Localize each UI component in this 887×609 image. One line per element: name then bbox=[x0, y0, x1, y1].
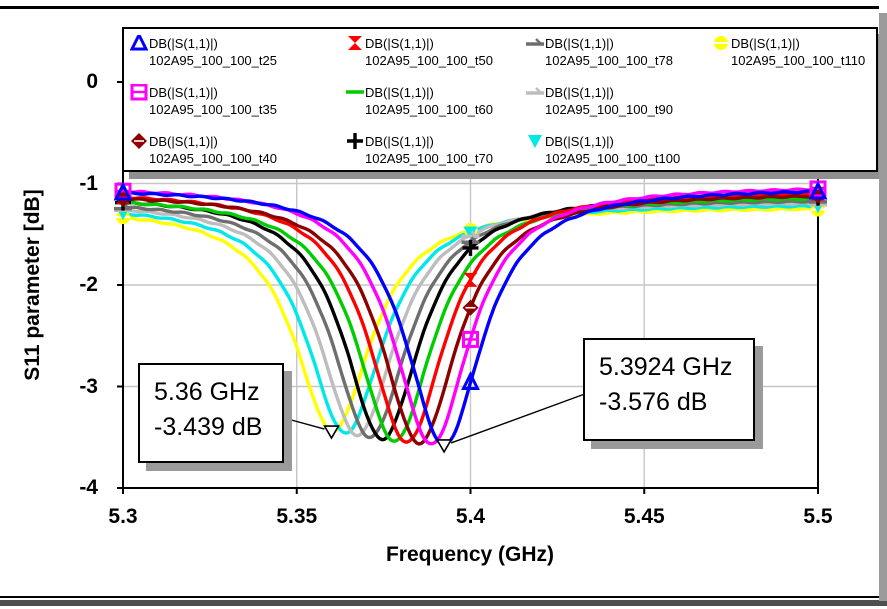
legend-item: DB(|S(1,1)|) 102A95_100_100_t110 bbox=[712, 35, 865, 69]
annotation-value: -3.576 dB bbox=[599, 387, 708, 416]
annotation-freq: 5.36 GHz bbox=[154, 378, 260, 406]
circle-dash-marker-icon bbox=[714, 36, 728, 50]
legend-label-dataset: 102A95_100_100_t60 bbox=[365, 102, 493, 118]
x-axis-title: Frequency (GHz) bbox=[385, 543, 555, 566]
y-tick-label: -1 bbox=[79, 171, 98, 195]
legend-label-dataset: 102A95_100_100_t50 bbox=[365, 53, 493, 69]
x-tick-label: 5.5 bbox=[803, 505, 833, 528]
legend-item: DB(|S(1,1)|) 102A95_100_100_t25 bbox=[130, 35, 277, 69]
legend-item: DB(|S(1,1)|) 102A95_100_100_t50 bbox=[346, 35, 493, 69]
annotation-value: -3.439 dB bbox=[154, 412, 263, 441]
legend-label-expression: DB(|S(1,1)|) bbox=[149, 85, 218, 100]
legend-label-expression: DB(|S(1,1)|) bbox=[149, 134, 218, 149]
legend-item: DB(|S(1,1)|) 102A95_100_100_t78 bbox=[526, 35, 673, 69]
x-tick-label: 5.3 bbox=[108, 505, 138, 528]
x-tick-label: 5.35 bbox=[276, 505, 318, 528]
legend-label-expression: DB(|S(1,1)|) bbox=[365, 85, 434, 100]
wing-marker-icon bbox=[526, 87, 544, 95]
y-tick-label: -3 bbox=[79, 374, 98, 398]
legend-box: DB(|S(1,1)|) 102A95_100_100_t25 DB(|S(1,1)… bbox=[122, 27, 878, 172]
legend-label-dataset: 102A95_100_100_t25 bbox=[149, 53, 277, 69]
legend-item: DB(|S(1,1)|) 102A95_100_100_t60 bbox=[346, 84, 493, 118]
x-tick-label: 5.4 bbox=[455, 505, 486, 528]
wing-marker-icon bbox=[526, 38, 544, 46]
legend-item: DB(|S(1,1)|) 102A95_100_100_t35 bbox=[130, 84, 277, 118]
legend-item: DB(|S(1,1)|) 102A95_100_100_t100 bbox=[526, 133, 680, 167]
bowtie-marker-icon bbox=[348, 36, 362, 50]
legend-label-expression: DB(|S(1,1)|) bbox=[731, 36, 800, 51]
legend-item: DB(|S(1,1)|) 102A95_100_100_t90 bbox=[526, 84, 673, 118]
frame-shadow bbox=[879, 13, 887, 601]
annotation-box-right: 5.3924 GHz -3.576 dB bbox=[583, 338, 755, 441]
legend-label-dataset: 102A95_100_100_t100 bbox=[545, 151, 681, 167]
legend-label-expression: DB(|S(1,1)|) bbox=[149, 36, 218, 51]
legend-item: DB(|S(1,1)|) 102A95_100_100_t70 bbox=[346, 133, 493, 167]
plus-marker-icon bbox=[347, 133, 363, 149]
annotation-box-left: 5.36 GHz -3.439 dB bbox=[138, 363, 284, 463]
y-tick-label: -4 bbox=[79, 476, 98, 499]
legend-item: DB(|S(1,1)|) 102A95_100_100_t40 bbox=[130, 133, 277, 167]
legend-label-dataset: 102A95_100_100_t90 bbox=[545, 102, 673, 118]
legend-label-expression: DB(|S(1,1)|) bbox=[365, 36, 434, 51]
diamond-marker-icon bbox=[131, 133, 147, 149]
square-dash-marker-icon bbox=[130, 84, 148, 101]
legend-label-dataset: 102A95_100_100_t35 bbox=[149, 102, 277, 118]
x-tick-label: 5.45 bbox=[623, 505, 665, 528]
y-tick-label: -2 bbox=[79, 273, 98, 296]
legend-label-expression: DB(|S(1,1)|) bbox=[545, 134, 614, 149]
legend-label-expression: DB(|S(1,1)|) bbox=[365, 134, 434, 149]
triangle-down-marker-icon bbox=[528, 135, 542, 148]
line-marker-icon bbox=[346, 90, 364, 94]
annotation-freq: 5.3924 GHz bbox=[599, 353, 733, 381]
legend-label-expression: DB(|S(1,1)|) bbox=[545, 85, 614, 100]
legend-label-dataset: 102A95_100_100_t78 bbox=[545, 53, 673, 69]
legend-label-expression: DB(|S(1,1)|) bbox=[545, 36, 614, 51]
legend-label-dataset: 102A95_100_100_t40 bbox=[149, 151, 277, 167]
y-tick-label: 0 bbox=[86, 70, 98, 93]
bottom-rule-shadow bbox=[0, 600, 887, 606]
top-rule bbox=[0, 6, 879, 9]
legend-label-dataset: 102A95_100_100_t70 bbox=[365, 151, 493, 167]
triangle-up-marker-icon bbox=[130, 35, 148, 51]
legend-label-dataset: 102A95_100_100_t110 bbox=[731, 53, 866, 69]
bottom-rule bbox=[0, 596, 879, 598]
